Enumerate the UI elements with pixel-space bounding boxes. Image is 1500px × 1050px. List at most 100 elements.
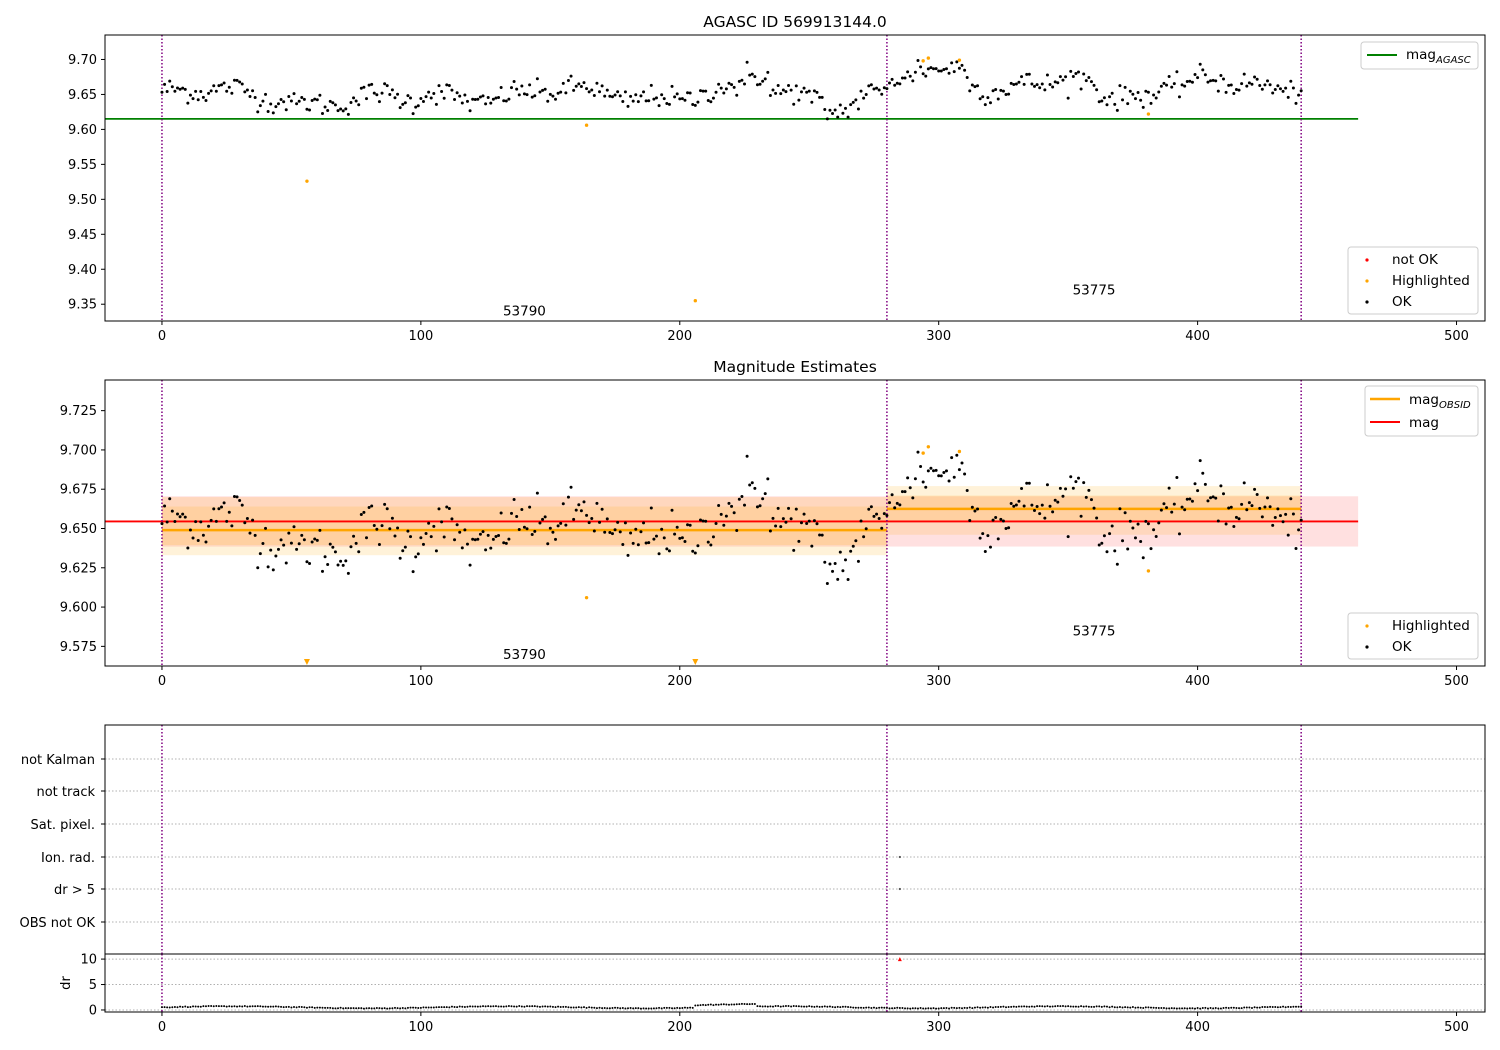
dr-ok-point — [999, 1005, 1002, 1008]
dr-ok-point — [241, 1005, 244, 1008]
magnitude-ok-point — [1159, 508, 1163, 512]
dr-ok-point — [1046, 1005, 1049, 1008]
agasc-ok-point — [295, 102, 299, 106]
agasc-ok-point — [465, 99, 469, 103]
agasc-ok-point — [784, 90, 788, 94]
dr-ok-point — [1258, 1006, 1261, 1009]
agasc-ok-point — [1278, 87, 1282, 91]
magnitude-highlighted-point — [926, 445, 931, 449]
dr-ok-point — [1074, 1005, 1077, 1008]
magnitude-ok-point — [245, 516, 249, 520]
dr-ok-point — [681, 1006, 684, 1009]
dr-ok-point — [878, 1006, 881, 1009]
magnitude-ok-point — [478, 532, 482, 536]
magnitude-ok-point — [1294, 547, 1298, 551]
magnitude-ok-point — [240, 503, 244, 507]
magnitude-ok-point — [670, 508, 674, 512]
agasc-ok-point — [1253, 75, 1257, 79]
magnitude-ok-point — [1193, 482, 1197, 486]
agasc-ok-point — [396, 92, 400, 96]
magnitude-ok-point — [911, 496, 915, 500]
agasc-ok-point — [968, 89, 972, 93]
dr-ok-point — [337, 1007, 340, 1010]
agasc-ok-point — [427, 90, 431, 94]
magnitude-xtick-label: 400 — [1185, 674, 1210, 689]
dr-ytick-label: 5 — [89, 978, 97, 993]
dr-ok-point — [818, 1005, 821, 1008]
agasc-ok-point — [1240, 82, 1244, 86]
agasc-ok-point — [950, 61, 954, 65]
magnitude-ok-point — [388, 527, 392, 531]
agasc-ok-point — [170, 85, 174, 89]
dr-ok-point — [243, 1004, 246, 1007]
magnitude-ok-point — [308, 561, 312, 565]
dr-ok-point — [953, 1006, 956, 1009]
dr-ok-point — [1041, 1005, 1044, 1008]
dr-ok-point — [588, 1006, 591, 1009]
agasc-ok-point — [644, 99, 648, 103]
dr-ok-point — [228, 1005, 231, 1008]
magnitude-ok-point — [450, 517, 454, 521]
magnitude-ok-point — [1035, 504, 1039, 508]
magnitude-ok-point — [598, 520, 602, 524]
dr-ok-point — [611, 1006, 614, 1009]
magnitude-ok-point — [339, 559, 343, 563]
agasc-ok-point — [1299, 89, 1303, 93]
agasc-ok-point — [1082, 72, 1086, 76]
magnitude-ok-point — [541, 517, 545, 521]
agasc-ok-point — [305, 107, 309, 111]
agasc-ok-point — [1255, 77, 1259, 81]
agasc-ok-point — [437, 84, 441, 88]
dr-ok-point — [1142, 1006, 1145, 1009]
agasc-ok-point — [859, 89, 863, 93]
magnitude-ok-point — [318, 528, 322, 532]
magnitude-ok-point — [1284, 512, 1288, 516]
dr-ytick-label: 0 — [89, 1003, 97, 1018]
agasc-ok-point — [409, 96, 413, 100]
dr-ok-point — [233, 1005, 236, 1008]
agasc-ok-point — [1167, 74, 1171, 78]
agasc-annotation-53790: 53790 — [503, 303, 546, 319]
agasc-ok-point — [929, 66, 933, 70]
dr-ok-point — [497, 1005, 500, 1008]
dr-xtick-label: 200 — [667, 1020, 692, 1035]
dr-ok-point — [828, 1005, 831, 1008]
magnitude-ok-point — [279, 538, 283, 542]
agasc-ok-point — [1038, 86, 1042, 90]
magnitude-ok-point — [970, 505, 974, 509]
dr-ok-point — [1085, 1005, 1088, 1008]
magnitude-ok-point — [543, 515, 547, 519]
agasc-ok-point — [300, 96, 304, 100]
magnitude-ok-point — [419, 536, 423, 540]
agasc-ok-point — [812, 89, 816, 93]
agasc-ok-point — [605, 88, 609, 92]
dr-ok-point — [1263, 1006, 1266, 1009]
dr-ok-point — [189, 1006, 192, 1009]
dr-ok-point — [533, 1005, 536, 1008]
dr-ok-point — [487, 1005, 490, 1008]
dr-ok-point — [526, 1005, 529, 1008]
agasc-ok-point — [525, 93, 529, 97]
magnitude-ok-point — [194, 520, 198, 524]
magnitude-ok-point — [427, 521, 431, 525]
agasc-ok-point — [652, 97, 656, 101]
magnitude-ok-point — [1263, 505, 1267, 509]
agasc-ok-point — [678, 97, 682, 101]
dr-ok-point — [704, 1004, 707, 1007]
magnitude-ok-point — [1229, 505, 1233, 509]
agasc-ok-point — [1045, 73, 1049, 77]
agasc-ok-point — [1229, 83, 1233, 87]
agasc-ok-point — [579, 85, 583, 89]
magnitude-ok-point — [292, 525, 296, 529]
magnitude-ok-point — [737, 497, 741, 501]
magnitude-ok-point — [957, 468, 961, 472]
magnitude-ok-point — [851, 544, 855, 548]
magnitude-ok-point — [486, 533, 490, 537]
agasc-ok-point — [1102, 96, 1106, 100]
agasc-ok-point — [965, 76, 969, 80]
agasc-ok-point — [1162, 81, 1166, 85]
dr-ok-point — [1240, 1007, 1243, 1010]
agasc-ok-point — [698, 89, 702, 93]
dr-ok-point — [287, 1005, 290, 1008]
dr-ok-point — [1217, 1007, 1220, 1010]
